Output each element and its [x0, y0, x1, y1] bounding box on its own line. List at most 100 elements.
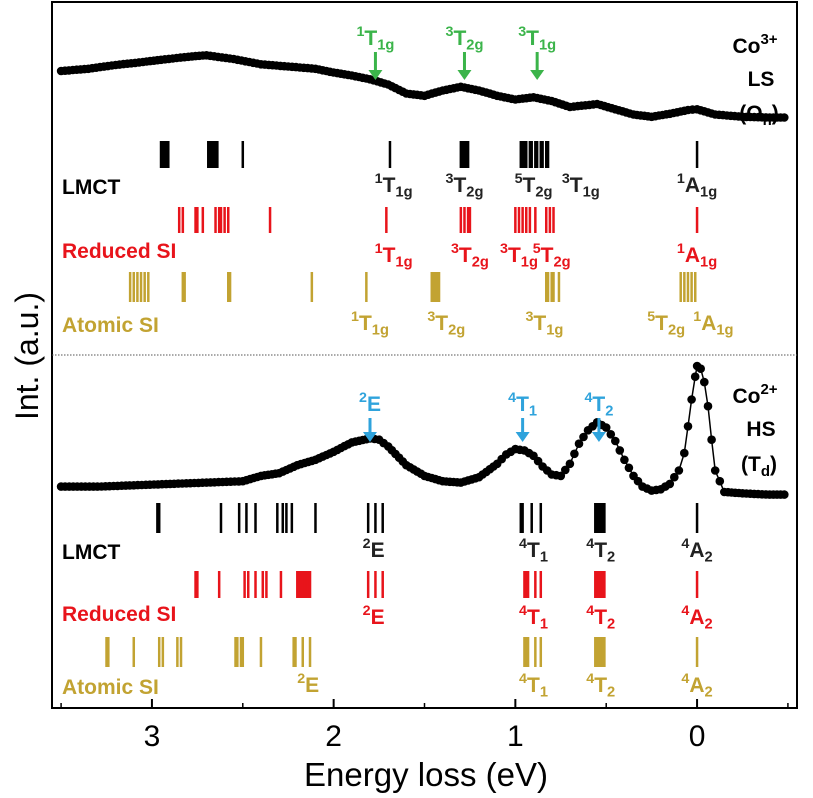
- spectrum-point: [715, 476, 725, 486]
- arrow-label: 4T2: [584, 390, 613, 419]
- state-label: 2E: [363, 603, 385, 629]
- transition-arrow: 4T1: [508, 390, 537, 442]
- state-label: 2E: [297, 671, 319, 697]
- spectrum-points-top: [56, 51, 789, 122]
- symmetry-label: (Oh): [739, 102, 779, 129]
- spin-label: LS: [748, 68, 775, 91]
- state-label: 3T1g: [525, 309, 563, 338]
- state-label: 3T2g: [427, 309, 465, 338]
- arrow-label: 1T1g: [356, 24, 394, 53]
- x-tick-label: 3: [144, 720, 161, 753]
- state-label: 3T1g: [500, 241, 538, 270]
- state-label: 1T1g: [375, 171, 413, 200]
- state-label: 3T1g: [562, 171, 600, 200]
- spectrum-point: [703, 401, 713, 411]
- row-name: Atomic SI: [62, 314, 159, 337]
- spectrum-point: [624, 463, 634, 473]
- panel-bottom: 2E 4T1 4T2 LMCT 2E 4T1 4T2 4A2 Reduced SI 2E 4T1 4T…: [56, 361, 789, 701]
- arrow-head: [530, 70, 545, 80]
- transition-arrow: 3T1g: [518, 24, 556, 80]
- row-name: LMCT: [62, 176, 120, 199]
- x-tick-label: 0: [689, 720, 706, 753]
- transition-arrow: 1T1g: [356, 24, 394, 80]
- transition-arrow: 2E: [359, 390, 381, 442]
- spectrum-point: [683, 422, 693, 431]
- calc-row-bottom-0: LMCT 2E 4T1 4T2 4A2: [62, 503, 713, 566]
- spectrum-point: [615, 446, 625, 455]
- spectrum-point: [570, 449, 579, 459]
- spectrum-points-bottom: [56, 361, 789, 499]
- spectrum-point: [674, 466, 684, 475]
- state-label: 4A2: [681, 671, 712, 700]
- spectrum-point: [611, 436, 620, 446]
- state-label: 5T2g: [515, 171, 553, 200]
- state-label: 2E: [363, 536, 385, 562]
- spectrum-point: [574, 439, 584, 449]
- state-label: 4T1: [519, 603, 548, 632]
- arrow-label: 3T2g: [446, 24, 484, 53]
- calc-row-bottom-2: Atomic SI 2E 4T1 4T2 4A2: [62, 637, 713, 701]
- arrow-label: 3T1g: [518, 24, 556, 53]
- arrow-head: [515, 432, 530, 442]
- spectrum-point: [606, 430, 616, 439]
- spectrum-point: [690, 372, 700, 382]
- state-label: 1A1g: [677, 241, 717, 270]
- panel-label-bottom: Co2+ HS (Td): [732, 381, 777, 480]
- arrow-head: [591, 432, 606, 442]
- arrow-label: 2E: [359, 390, 381, 416]
- spectrum-point: [780, 113, 789, 122]
- spectrum-point: [556, 471, 566, 481]
- spectrum-point: [620, 455, 629, 465]
- state-label: 1A1g: [693, 309, 733, 338]
- state-label: 1T1g: [351, 309, 389, 338]
- arrow-head: [368, 70, 383, 80]
- state-label: 1A1g: [677, 171, 717, 200]
- state-label: 4T2: [586, 536, 615, 565]
- spin-label: HS: [746, 418, 775, 441]
- state-label: 3T2g: [446, 171, 484, 200]
- spectrum-point: [579, 432, 588, 442]
- spectrum-point: [687, 395, 696, 404]
- x-axis-label: Energy loss (eV): [304, 756, 548, 793]
- spectrum-point: [700, 377, 709, 387]
- calc-row-top-2: Atomic SI 1T1g 3T2g 3T1g 5T2g 1A1g: [62, 272, 734, 339]
- arrow-label: 4T1: [508, 390, 537, 419]
- state-label: 5T2g: [647, 309, 685, 338]
- x-tick-label: 1: [507, 720, 524, 753]
- arrow-head: [457, 70, 472, 80]
- spectrum-point: [710, 466, 720, 475]
- arrow-head: [362, 432, 377, 442]
- row-name: Reduced SI: [62, 240, 176, 263]
- y-axis-label: Int. (a.u.): [9, 292, 45, 420]
- state-label: 4A2: [681, 603, 712, 632]
- row-name: Atomic SI: [62, 676, 159, 699]
- panel-label-top: Co3+ LS (Oh): [732, 31, 778, 129]
- spectrum-point: [565, 459, 575, 469]
- state-label: 4T2: [586, 603, 615, 632]
- row-name: Reduced SI: [62, 603, 176, 626]
- calc-row-bottom-1: Reduced SI 2E 4T1 4T2 4A2: [62, 571, 713, 633]
- spectrum-point: [601, 423, 611, 432]
- state-label: 4T1: [519, 536, 548, 565]
- state-label: 3T2g: [451, 241, 489, 270]
- spectrum-point: [696, 364, 705, 374]
- spectrum-point: [707, 435, 716, 445]
- spectrum-point: [561, 465, 570, 475]
- spectrum-point: [670, 472, 679, 482]
- state-label: 4A2: [681, 536, 712, 565]
- spectrum-point: [665, 479, 675, 489]
- transition-arrow: 3T2g: [446, 24, 484, 80]
- ion-label: Co2+: [732, 381, 777, 408]
- x-axis-ticks: 3 2 1 0: [60, 699, 789, 753]
- spectrum-point: [680, 448, 689, 458]
- row-name: LMCT: [62, 541, 120, 564]
- transition-arrow: 4T2: [584, 390, 613, 442]
- symmetry-label: (Td): [741, 453, 777, 480]
- state-label: 5T2g: [533, 241, 571, 270]
- ion-label: Co3+: [732, 31, 777, 58]
- calc-row-top-0: LMCT 1T1g 3T2g 5T2g 3T1g 1A1g: [62, 141, 717, 201]
